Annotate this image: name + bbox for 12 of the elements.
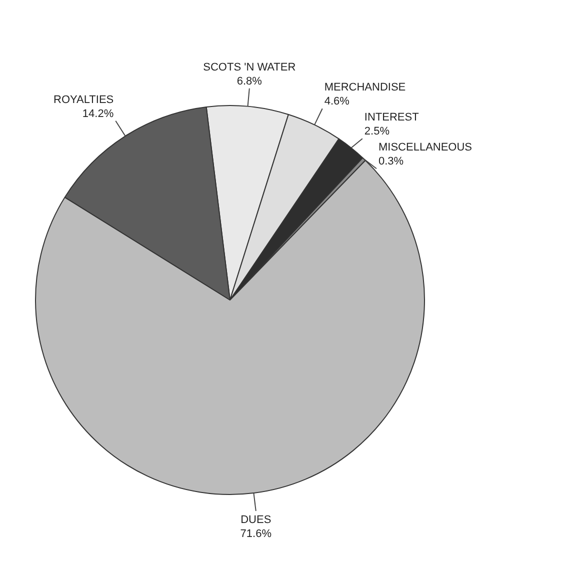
slice-label: DUES [240,514,272,526]
data-label: 0.3% [378,156,404,168]
data-label: 14.2% [82,108,114,120]
slice-label: ROYALTIES [54,94,114,106]
data-label: 6.8% [236,75,262,88]
slice-label: INTEREST [364,112,420,124]
slice-label: MERCHANDISE [324,82,406,94]
slice-label: MISCELLANEOUS [378,142,472,154]
data-label: 71.6% [240,528,272,540]
data-label: 2.5% [364,126,390,138]
slice-label: SCOTS 'N WATER [203,61,296,74]
data-label: 4.6% [324,96,350,108]
